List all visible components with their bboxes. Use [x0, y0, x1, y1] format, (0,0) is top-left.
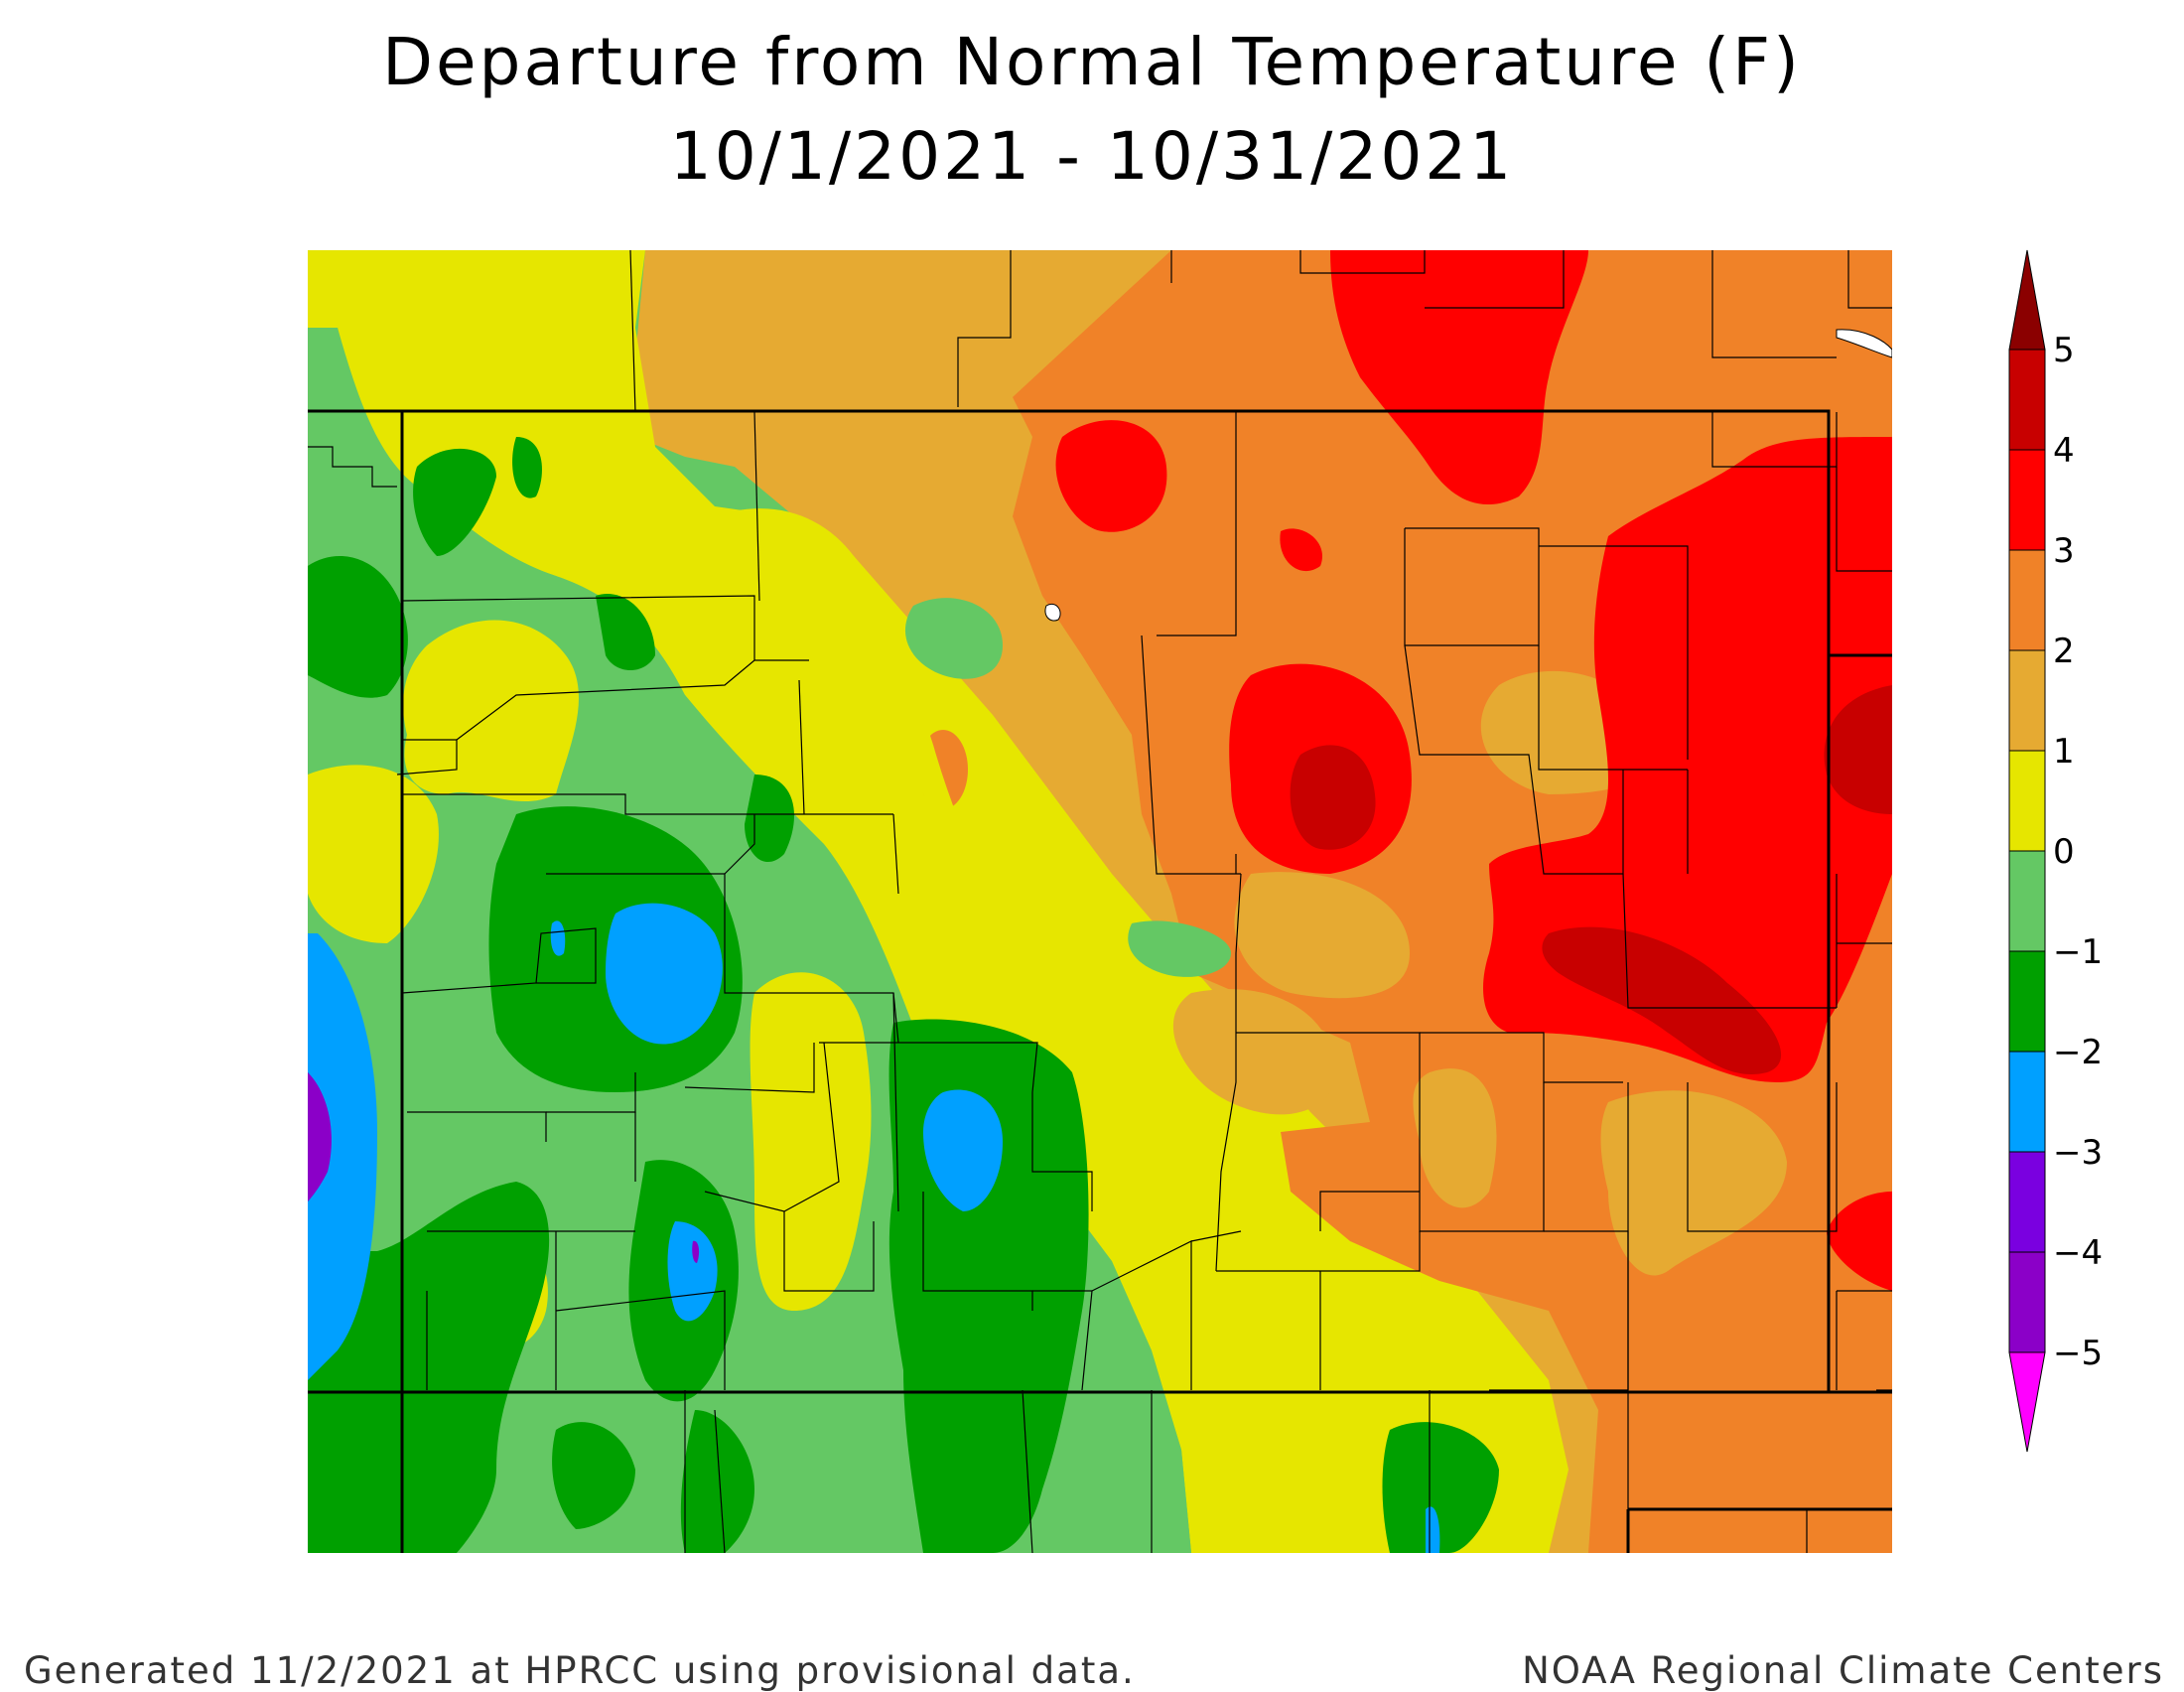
legend-bins — [2008, 349, 2046, 1353]
legend-tick-label: 4 — [2053, 431, 2075, 471]
legend-tick-label: 1 — [2053, 732, 2075, 772]
county-boundaries — [308, 250, 1892, 1553]
legend-bin-1 — [2008, 1151, 2046, 1253]
legend-ticks: 5 4 3 2 1 0 −1 −2 −3 −4 −5 — [2053, 331, 2103, 1373]
state-boundaries — [308, 409, 1892, 1553]
map-title: Departure from Normal Temperature (F) — [382, 24, 1802, 100]
legend-tick-label: −4 — [2053, 1233, 2103, 1273]
legend-bin-6 — [2008, 649, 2046, 752]
legend-bin-4 — [2008, 850, 2046, 952]
legend-bin-8 — [2008, 449, 2046, 551]
generated-note: Generated 11/2/2021 at HPRCC using provi… — [24, 1649, 1136, 1692]
legend-tick-label: −1 — [2053, 932, 2103, 972]
legend-low-arrow — [2008, 1351, 2046, 1453]
legend-bin-7 — [2008, 549, 2046, 651]
legend-bin-0 — [2008, 1251, 2046, 1353]
legend-tick-label: 2 — [2053, 632, 2075, 671]
legend-tick-label: 5 — [2053, 331, 2075, 370]
legend-bin-2 — [2008, 1051, 2046, 1153]
legend-tick-label: 3 — [2053, 531, 2075, 571]
legend-bin-3 — [2008, 950, 2046, 1053]
legend-tick-label: 0 — [2053, 832, 2075, 872]
map-date-range: 10/1/2021 - 10/31/2021 — [669, 118, 1515, 195]
legend-high-arrow — [2008, 249, 2046, 351]
legend-tick-label: −3 — [2053, 1133, 2103, 1173]
legend-tick-label: −5 — [2053, 1334, 2103, 1373]
legend-bin-5 — [2008, 750, 2046, 852]
legend-bin-9 — [2008, 349, 2046, 451]
source-credit: NOAA Regional Climate Centers — [1522, 1649, 2164, 1692]
legend-tick-label: −2 — [2053, 1033, 2103, 1072]
